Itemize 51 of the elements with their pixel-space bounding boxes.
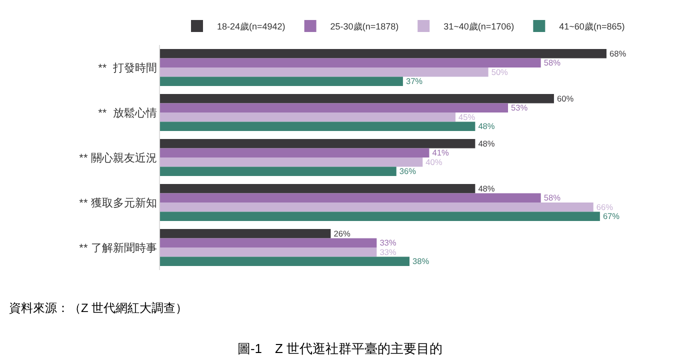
bar [160,122,476,131]
bar [160,103,508,112]
bar [160,76,403,86]
bar [160,248,377,257]
legend-label: 31~40歲(n=1706) [444,22,514,32]
data-label: 50% [491,66,509,77]
legend-label: 18-24歲(n=4942) [217,22,286,32]
bar [160,238,377,248]
data-label: 48% [478,183,496,194]
source-note: 資料來源：（Z 世代網紅大調查） [9,301,188,315]
data-label: 67% [602,211,620,222]
data-label: 33% [380,238,397,248]
data-label: 53% [511,102,528,113]
bar [160,202,594,212]
data-label: 58% [544,58,562,68]
bar [160,166,396,176]
bar [160,58,541,68]
legend-label: 25-30歲(n=1878) [330,22,399,32]
data-label: 48% [478,121,496,132]
bar [160,256,410,266]
data-label: 60% [556,93,574,104]
y-tick-label: ** 了解新聞時事 [79,241,157,254]
y-tick-label: ** 放鬆心情 [98,106,157,120]
bar [160,139,476,148]
bar [160,49,606,58]
text: 圖-1 Z 世代逛社群平臺的主要目的 [237,340,443,356]
data-label: 26% [334,228,351,238]
bar [160,184,476,194]
bar [160,94,554,104]
data-label: 36% [399,166,417,176]
data-label: 58% [544,192,562,203]
data-label: 40% [426,156,443,167]
data-label: 45% [458,112,476,122]
data-label: 38% [412,256,430,266]
data-label: 68% [610,48,627,58]
y-tick-label: ** 關心親友近況 [79,151,157,164]
bar [160,112,456,122]
data-label: 33% [380,246,397,257]
data-label: 66% [596,202,614,212]
data-label: 41% [432,148,450,158]
data-label: 37% [406,76,424,86]
data-label: 48% [478,138,496,148]
legend-label: 41~60歲(n=865) [559,22,625,32]
bar [160,158,423,167]
y-tick-label: ** 獲取多元新知 [79,196,157,210]
y-tick-label: ** 打發時間 [98,61,157,74]
bar [160,68,488,77]
bar [160,193,541,202]
bar [160,229,331,238]
bar [160,148,430,158]
bar [160,212,600,221]
